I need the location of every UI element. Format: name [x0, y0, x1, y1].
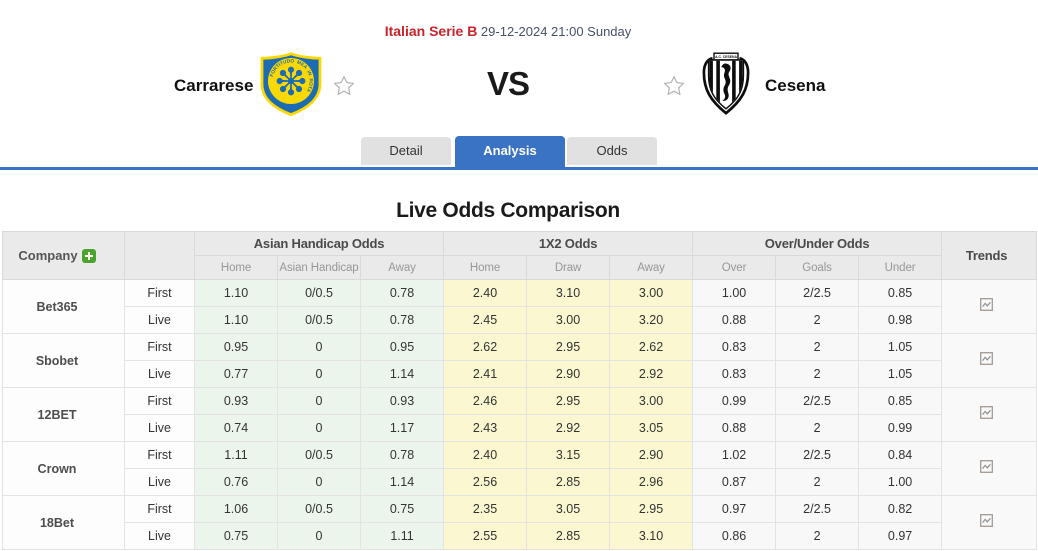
svg-text:A.C. CESENA: A.C. CESENA: [715, 55, 737, 59]
